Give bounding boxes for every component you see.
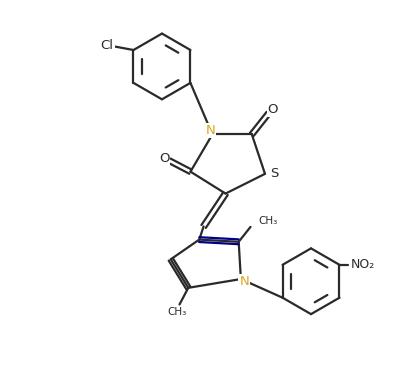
Text: CH₃: CH₃ <box>258 216 277 226</box>
Text: N: N <box>206 125 215 137</box>
Text: NO₂: NO₂ <box>351 258 375 271</box>
Text: Cl: Cl <box>101 39 114 52</box>
Text: N: N <box>240 275 249 288</box>
Text: S: S <box>270 167 279 180</box>
Text: O: O <box>267 103 278 116</box>
Text: O: O <box>159 152 169 165</box>
Text: CH₃: CH₃ <box>168 307 187 318</box>
